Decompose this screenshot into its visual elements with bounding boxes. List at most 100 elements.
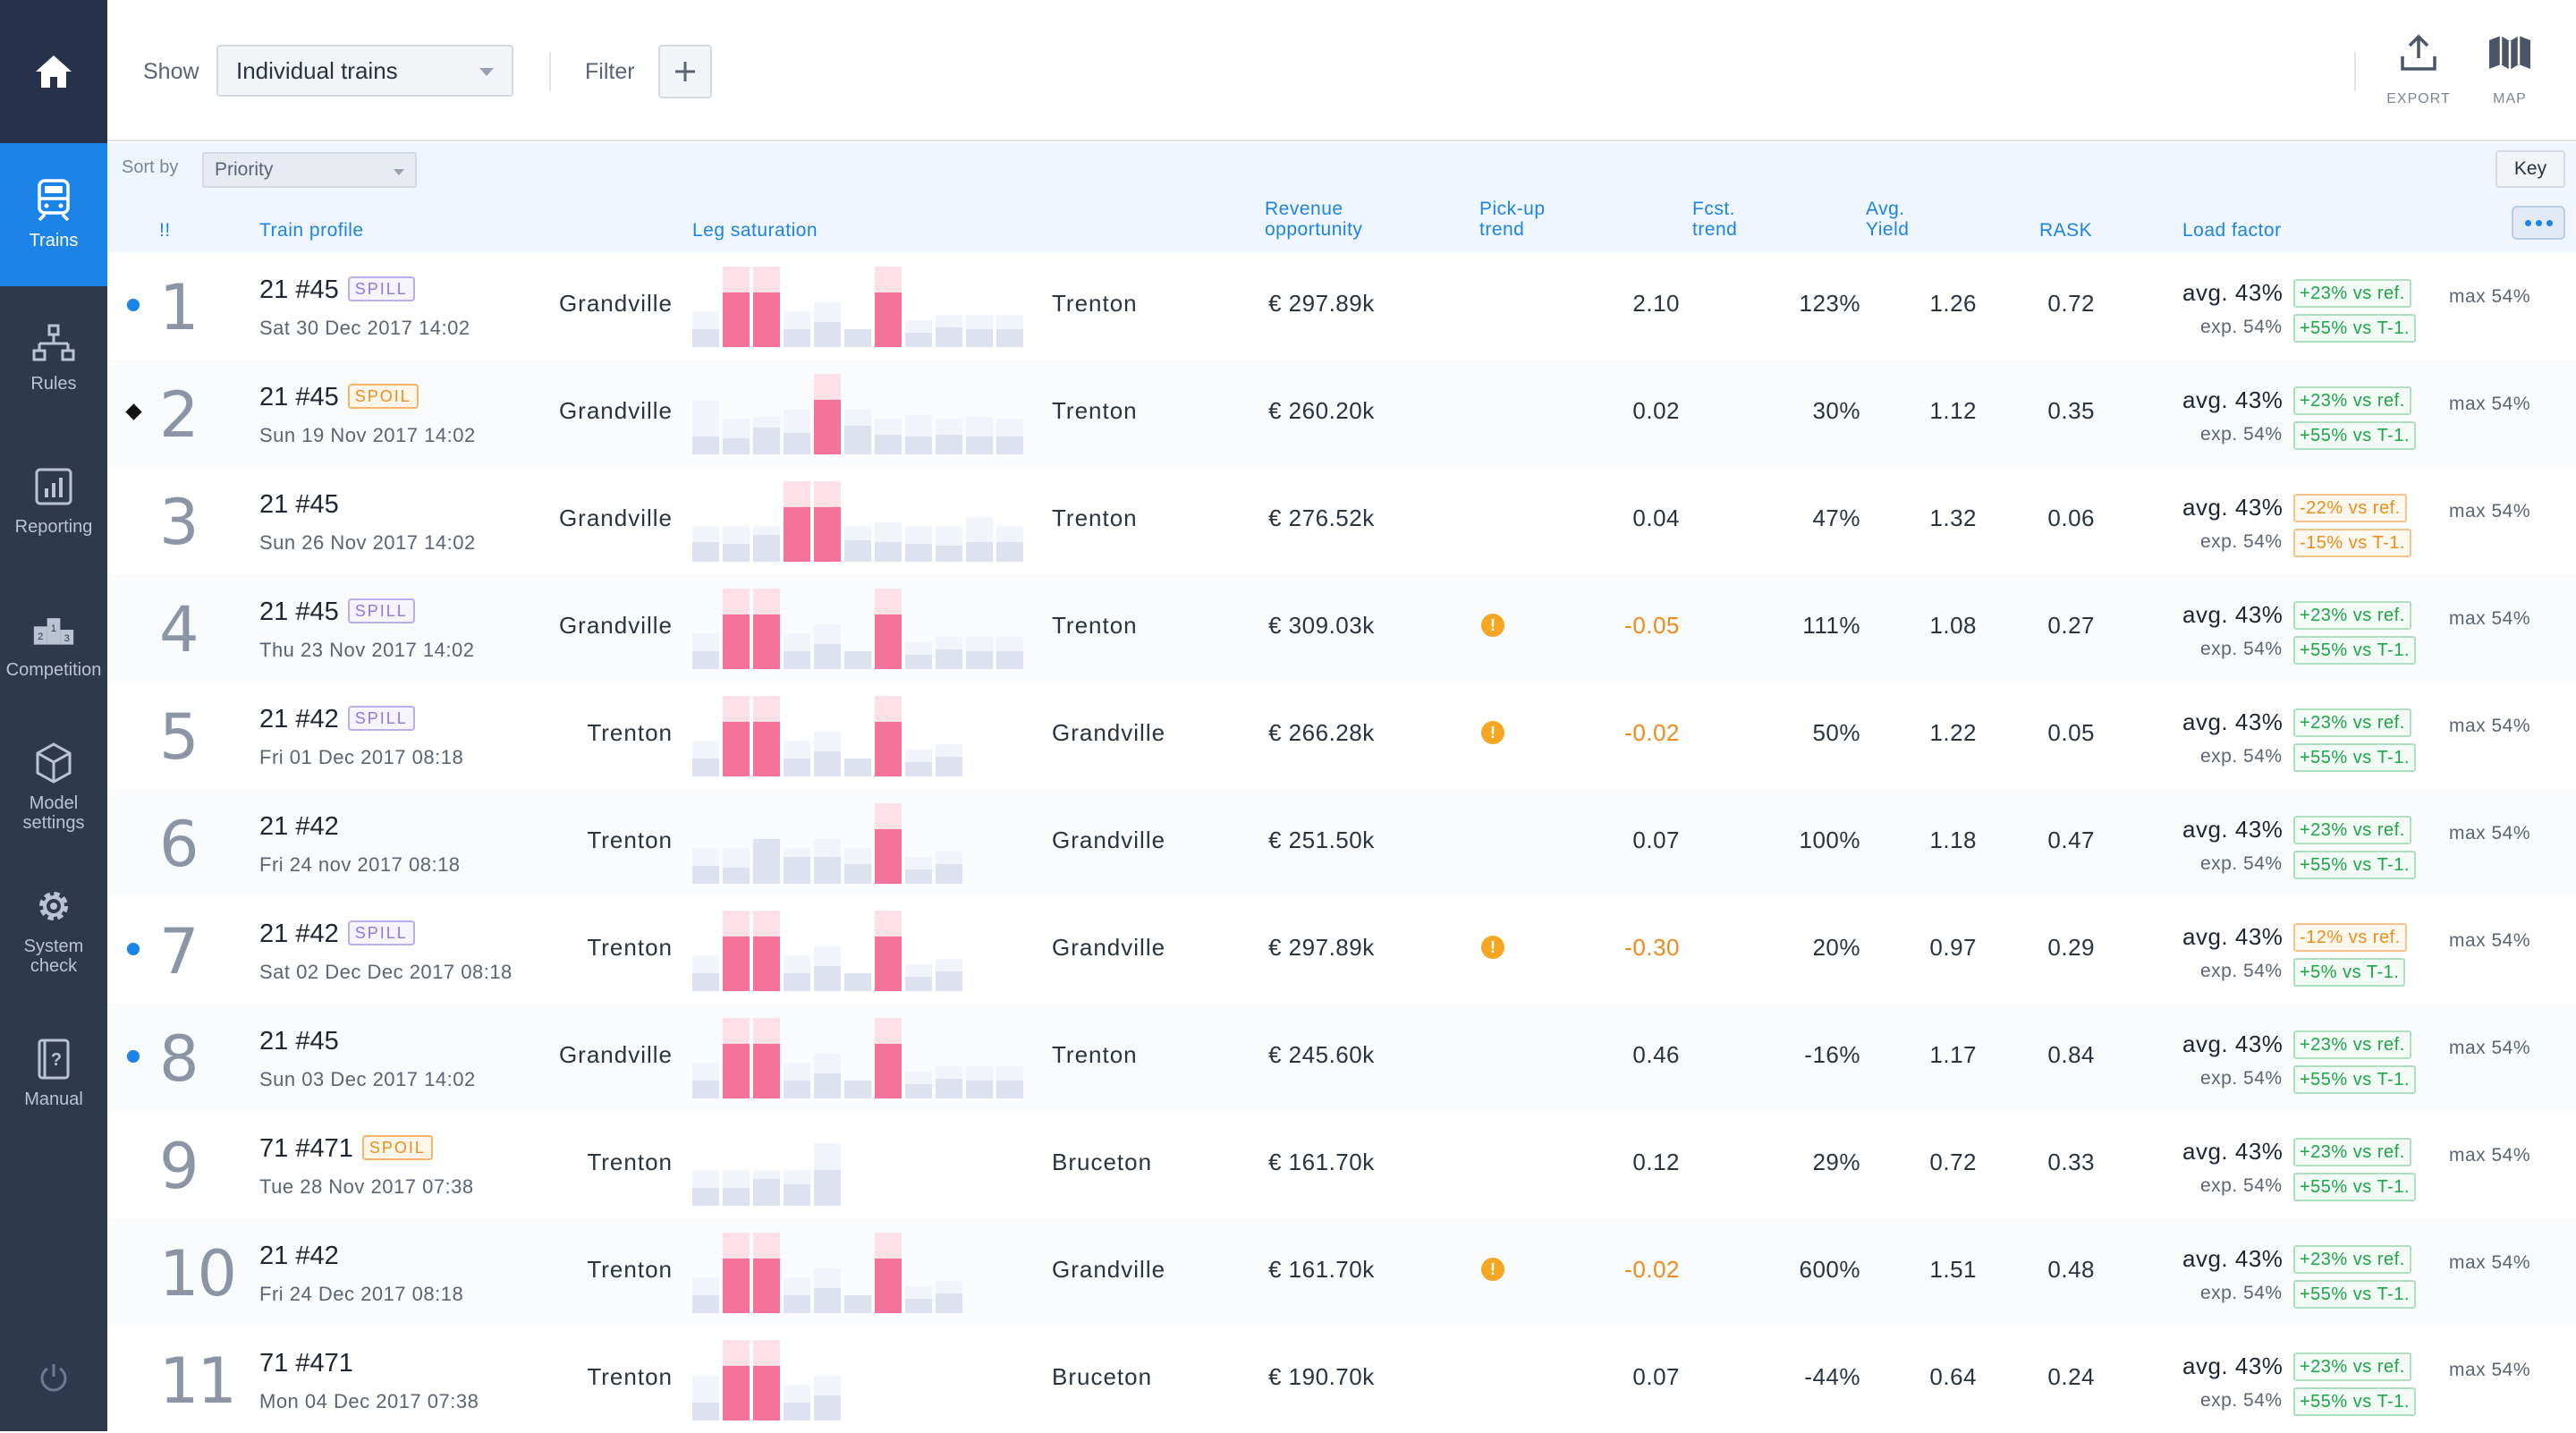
leg-saturation-chart[interactable]	[692, 267, 1041, 356]
spill-badge: SPILL	[347, 598, 415, 623]
rask: 0.33	[2047, 1149, 2095, 1175]
train-profile[interactable]: 21 #42	[259, 812, 339, 842]
saturation-bar-load	[692, 437, 719, 454]
load-factor-avg: avg. 43%	[2182, 1352, 2284, 1379]
sidebar-item-rules[interactable]: Rules	[0, 286, 107, 429]
revenue-opportunity: € 297.89k	[1268, 934, 1375, 961]
col-pickup-trend[interactable]: Pick-up trend	[1479, 199, 1546, 240]
col-avg-yield[interactable]: Avg. Yield	[1866, 199, 1909, 240]
avg-yield: 1.17	[1929, 1041, 1977, 1068]
train-profile[interactable]: 21 #45	[259, 1027, 339, 1056]
spill-badge: SPILL	[347, 276, 415, 301]
sidebar-item-manual[interactable]: ? Manual	[0, 1002, 107, 1145]
load-factor-exp: exp. 54%	[2200, 317, 2283, 337]
leg-saturation-chart[interactable]	[692, 481, 1041, 571]
export-button[interactable]: EXPORT	[2374, 30, 2463, 107]
train-profile[interactable]: 21 #42	[259, 1242, 339, 1271]
leg-saturation-chart[interactable]	[692, 1134, 1041, 1215]
avg-yield: 0.97	[1929, 934, 1977, 961]
col-priority[interactable]: !!	[159, 220, 171, 241]
load-factor-max: max 54%	[2449, 1038, 2531, 1058]
leg-saturation-chart[interactable]	[692, 374, 1041, 463]
sidebar-item-trains[interactable]: Trains	[0, 143, 107, 286]
load-factor-avg: avg. 43%	[2182, 279, 2284, 306]
saturation-bar-load	[905, 437, 932, 454]
manual-book-icon: ?	[32, 1038, 75, 1081]
saturation-bar-load	[875, 542, 902, 562]
saturation-bar-load	[723, 1188, 750, 1206]
leg-saturation-chart[interactable]	[692, 1018, 1041, 1107]
train-number: 21 #42	[259, 812, 339, 841]
home-button[interactable]	[0, 0, 107, 143]
col-train-profile[interactable]: Train profile	[259, 220, 364, 241]
sidebar-item-label: Rules	[30, 374, 77, 394]
sidebar-item-system-check[interactable]: System check	[0, 859, 107, 1002]
saturation-bar-load	[723, 1259, 750, 1313]
col-rask[interactable]: RASK	[2039, 220, 2093, 241]
sidebar-item-model-settings[interactable]: Model settings	[0, 716, 107, 859]
train-profile[interactable]: 21 #42 SPILL	[259, 705, 415, 734]
leg-saturation-chart[interactable]	[692, 589, 1041, 678]
power-button[interactable]	[0, 1351, 107, 1404]
col-fcst-trend[interactable]: Fcst. trend	[1692, 199, 1737, 240]
map-button[interactable]: MAP	[2465, 30, 2555, 107]
table-row[interactable]: 4 21 #45 SPILL Thu 23 Nov 2017 14:02 Grandvi…	[107, 574, 2576, 682]
col-leg-saturation[interactable]: Leg saturation	[692, 220, 818, 241]
train-date: Sun 26 Nov 2017 14:02	[259, 531, 476, 554]
rask: 0.05	[2047, 719, 2095, 746]
saturation-bar-load	[905, 544, 932, 562]
table-row[interactable]: 1 21 #45 SPILL Sat 30 Dec 2017 14:02 Grandvi…	[107, 252, 2576, 360]
saturation-bar-load	[996, 1081, 1023, 1098]
sidebar-item-reporting[interactable]: Reporting	[0, 429, 107, 572]
saturation-bar-load	[753, 1259, 780, 1313]
train-profile[interactable]: 21 #45 SPILL	[259, 276, 415, 305]
col-revenue-opportunity[interactable]: Revenue opportunity	[1265, 199, 1362, 240]
saturation-bar-load	[844, 759, 871, 776]
train-date: Fri 24 nov 2017 08:18	[259, 853, 461, 876]
origin-station: Trenton	[587, 1149, 673, 1175]
leg-saturation-chart[interactable]	[692, 1233, 1041, 1322]
train-profile[interactable]: 21 #45 SPILL	[259, 598, 415, 627]
table-row[interactable]: 2 21 #45 SPOIL Sun 19 Nov 2017 14:02 Grandvi…	[107, 360, 2576, 467]
train-profile[interactable]: 21 #45 SPOIL	[259, 383, 419, 412]
col-load-factor[interactable]: Load factor	[2182, 220, 2282, 241]
train-profile[interactable]: 21 #45	[259, 490, 339, 520]
leg-saturation-chart[interactable]	[692, 911, 1041, 1000]
table-row[interactable]: 6 21 #42 Fri 24 nov 2017 08:18 Trenton Grand…	[107, 789, 2576, 896]
table-row[interactable]: 5 21 #42 SPILL Fri 01 Dec 2017 08:18 Trenton…	[107, 682, 2576, 789]
vs-t1-badge: +55% vs T-1.	[2293, 1173, 2416, 1201]
rules-tree-icon	[32, 322, 75, 365]
warning-icon: !	[1481, 721, 1504, 744]
load-factor-max: max 54%	[2449, 1252, 2531, 1273]
sort-select[interactable]: Priority	[202, 152, 417, 188]
table-row[interactable]: 10 21 #42 Fri 24 Dec 2017 08:18 Trenton Gran…	[107, 1218, 2576, 1326]
sort-select-value: Priority	[215, 159, 274, 180]
add-filter-button[interactable]	[658, 45, 712, 98]
saturation-bar-load	[844, 651, 871, 669]
saturation-bar-load	[875, 722, 902, 776]
leg-saturation-chart[interactable]	[692, 1340, 1041, 1429]
key-button[interactable]: Key	[2496, 150, 2565, 188]
train-profile[interactable]: 71 #471 SPOIL	[259, 1134, 433, 1164]
filter-label: Filter	[585, 59, 635, 84]
origin-station: Grandville	[558, 290, 673, 317]
origin-station: Trenton	[587, 1363, 673, 1390]
leg-saturation-chart[interactable]	[692, 803, 1041, 893]
train-date: Sun 03 Dec 2017 14:02	[259, 1068, 476, 1090]
more-options-button[interactable]	[2512, 206, 2565, 240]
sidebar-item-label: Trains	[29, 231, 79, 250]
table-row[interactable]: 3 21 #45 Sun 26 Nov 2017 14:02 Grandville Tr…	[107, 467, 2576, 574]
saturation-bar-load	[723, 615, 750, 669]
train-profile[interactable]: 71 #471	[259, 1349, 353, 1378]
table-row[interactable]: 9 71 #471 SPOIL Tue 28 Nov 2017 07:38 Trento…	[107, 1111, 2576, 1218]
table-row[interactable]: 7 21 #42 SPILL Sat 02 Dec Dec 2017 08:18 Tre…	[107, 896, 2576, 1004]
saturation-bar-load	[905, 977, 932, 991]
table-row[interactable]: 11 71 #471 Mon 04 Dec 2017 07:38 Trenton Bru…	[107, 1326, 2576, 1433]
origin-station: Grandville	[558, 505, 673, 531]
leg-saturation-chart[interactable]	[692, 696, 1041, 785]
table-row[interactable]: 8 21 #45 Sun 03 Dec 2017 14:02 Grandville Tr…	[107, 1004, 2576, 1111]
show-select[interactable]: Individual trains	[216, 45, 513, 97]
train-profile[interactable]: 21 #42 SPILL	[259, 920, 415, 949]
